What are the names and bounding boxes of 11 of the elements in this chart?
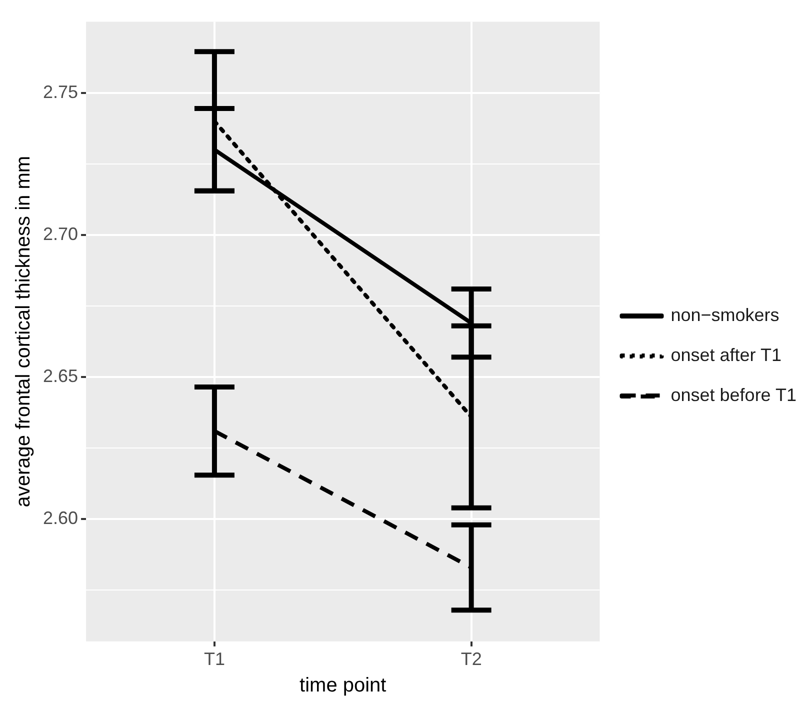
x-tick-label: T1 (204, 649, 225, 670)
y-tick-label: 2.60 (42, 508, 78, 528)
legend-label: non−smokers (670, 304, 780, 325)
x-axis-title: time point (300, 674, 387, 697)
legend-label: onset before T1 (670, 384, 797, 405)
y-tick-label: 2.70 (42, 224, 78, 244)
y-tick-label: 2.75 (42, 82, 78, 102)
legend-label: onset after T1 (670, 344, 782, 365)
x-tick-label: T2 (460, 649, 482, 670)
y-tick-label: 2.65 (42, 366, 78, 386)
y-axis-title: average frontal cortical thickness in mm (12, 156, 35, 508)
